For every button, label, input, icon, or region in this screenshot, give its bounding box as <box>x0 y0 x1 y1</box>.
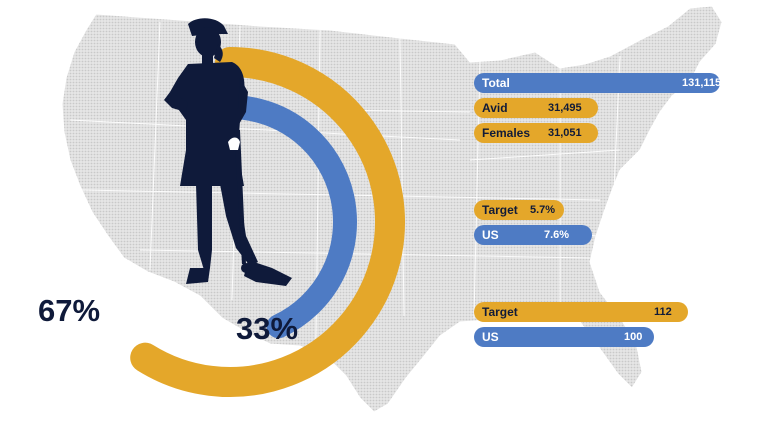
bar-value: 31,051 <box>548 127 582 139</box>
bar-label: Target <box>482 305 518 319</box>
bar-label: Females <box>482 126 531 140</box>
bar-label: Target <box>482 203 518 217</box>
bar-value: 112 <box>654 306 672 318</box>
bar-value: 7.6% <box>544 229 570 241</box>
bar-total-0: Total 131,115 <box>474 73 722 93</box>
bar-us-2: US 100 <box>474 327 654 347</box>
bar-label: US <box>482 330 499 344</box>
donut-segment-33 <box>218 95 357 339</box>
bar-females-0: Females 31,051 <box>474 123 598 143</box>
bar-label: Avid <box>482 101 508 115</box>
bar-label: US <box>482 228 499 242</box>
bar-target-2: Target 112 <box>474 302 688 322</box>
bar-target-1: Target 5.7% <box>474 200 564 220</box>
donut-label-blue: 33% <box>236 311 299 346</box>
bar-value: 100 <box>624 331 643 343</box>
bar-value: 31,495 <box>548 102 582 114</box>
donut-label-gold: 67% <box>38 293 101 328</box>
bar-value: 131,115 <box>682 77 722 89</box>
bar-label: Total <box>482 76 510 90</box>
bar-value: 5.7% <box>530 204 556 216</box>
donut-segment-67 <box>130 47 405 397</box>
bar-us-1: US 7.6% <box>474 225 592 245</box>
bar-avid-0: Avid 31,495 <box>474 98 598 118</box>
